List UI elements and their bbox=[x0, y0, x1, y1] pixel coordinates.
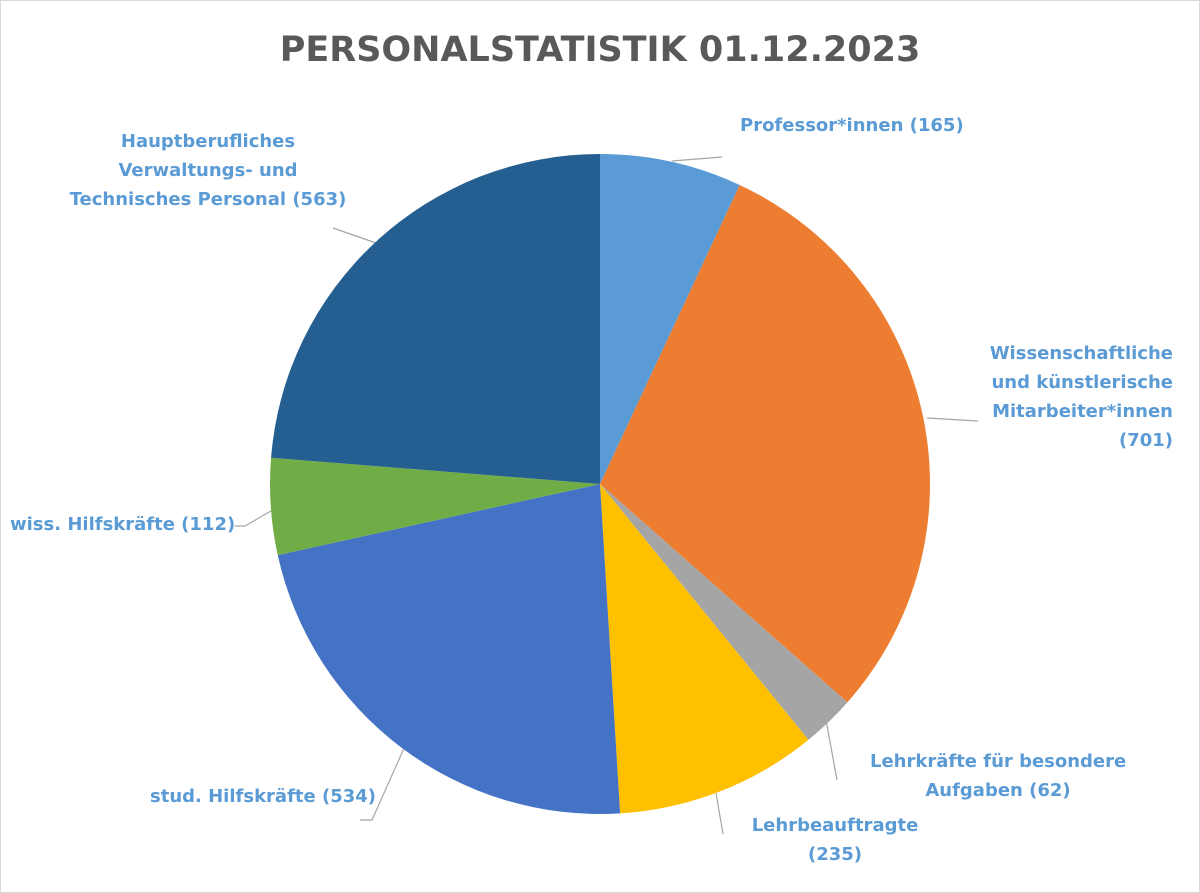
data-label-line: Mitarbeiter*innen bbox=[992, 401, 1173, 422]
data-label-line: Hauptberufliches bbox=[120, 131, 296, 152]
pie-slice-lehrbeauftragte bbox=[600, 484, 809, 814]
data-label-line: (701) bbox=[1118, 430, 1173, 451]
pie-slice-wiss-kuenstl-mitarbeiter bbox=[600, 185, 931, 703]
data-label-line: (235) bbox=[807, 844, 863, 865]
leader-line-verwaltung-technik bbox=[332, 227, 377, 244]
data-label-line: und künstlerische bbox=[991, 372, 1173, 393]
data-label-professor-innen: Professor*innen (165) bbox=[740, 111, 964, 140]
data-label-lehrbeauftragte: Lehrbeauftragte (235) bbox=[740, 811, 930, 869]
pie-slice-stud-hilfskraefte bbox=[277, 484, 621, 815]
data-label-verwaltung-technik: Hauptberufliches Verwaltungs- und Technisc… bbox=[68, 127, 348, 214]
data-label-stud-hilfskraefte: stud. Hilfskräfte (534) bbox=[150, 782, 376, 811]
leader-line-stud-hilfskraefte bbox=[360, 745, 406, 821]
leader-line-wiss-kuenstl-mitarbeiter bbox=[926, 417, 979, 422]
pie-slice-wiss-hilfskraefte bbox=[269, 457, 600, 556]
pie-slice-lehrkraefte-besondere-aufgaben bbox=[600, 484, 848, 740]
leader-line-professor-innen bbox=[671, 156, 723, 162]
data-label-line: Technisches Personal (563) bbox=[69, 189, 347, 210]
pie-slice-verwaltung-technik bbox=[271, 154, 600, 484]
leader-line-wiss-hilfskraefte bbox=[235, 507, 277, 527]
data-label-line: Wissenschaftliche bbox=[989, 343, 1173, 364]
data-label-line: Professor*innen (165) bbox=[740, 115, 964, 136]
data-label-line: Verwaltungs- und bbox=[118, 160, 298, 181]
data-label-wiss-kuenstl-mitarbeiter: Wissenschaftliche und künstlerische Mitarb… bbox=[990, 339, 1173, 455]
data-label-line: wiss. Hilfskräfte (112) bbox=[10, 514, 236, 535]
data-label-line: stud. Hilfskräfte (534) bbox=[150, 786, 377, 807]
leader-line-lehrkraefte-besondere-aufgaben bbox=[825, 719, 838, 781]
chart-title: PERSONALSTATISTIK 01.12.2023 bbox=[279, 30, 921, 70]
leader-line-lehrbeauftragte bbox=[715, 792, 724, 835]
pie-slice-professor-innen bbox=[600, 154, 740, 484]
data-label-line: Lehrbeauftragte bbox=[751, 815, 919, 836]
data-label-line: Aufgaben (62) bbox=[925, 780, 1071, 801]
data-label-lehrkraefte-besondere-aufgaben: Lehrkräfte für besondere Aufgaben (62) bbox=[870, 747, 1126, 805]
data-label-line: Lehrkräfte für besondere bbox=[870, 751, 1127, 772]
data-label-wiss-hilfskraefte: wiss. Hilfskräfte (112) bbox=[10, 510, 235, 539]
